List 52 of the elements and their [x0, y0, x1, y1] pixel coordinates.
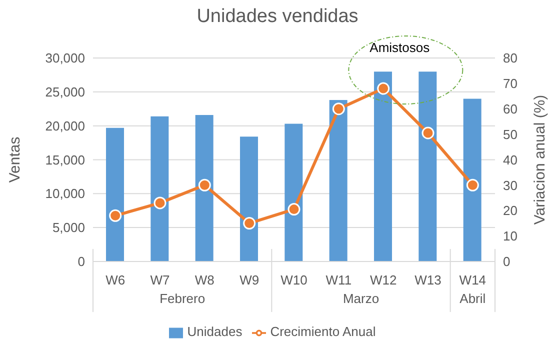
bar: [240, 136, 258, 262]
y-tick-label: 15,000: [45, 152, 85, 168]
point: [466, 178, 479, 192]
y2-tick-label: 20: [503, 203, 518, 218]
y2-axis-title: Variacion anual (%): [531, 94, 548, 225]
y2-tick-label: 40: [503, 152, 518, 168]
text: Abril: [460, 291, 486, 306]
y-tick-label: 20,000: [45, 118, 85, 134]
point: [332, 102, 345, 116]
y-tick-label: 10,000: [45, 186, 85, 202]
bar: [418, 72, 437, 262]
legend-label: Crecimiento Anual: [270, 324, 376, 340]
text: Febrero: [160, 291, 206, 306]
x-tick-label: W13: [414, 272, 442, 288]
y2-tick-label: 80: [503, 50, 518, 66]
x-tick-label: W14: [459, 272, 486, 288]
bar: [284, 124, 303, 262]
point: [243, 217, 256, 230]
bar: [463, 98, 482, 262]
x-tick-label: W8: [194, 272, 214, 288]
y2-tick-label: 60: [503, 101, 518, 116]
text: Marzo: [342, 291, 380, 306]
bar: [150, 116, 169, 262]
x-tick-label: W6: [106, 272, 126, 288]
x-tick-label: W12: [370, 272, 397, 288]
y-tick-label: 5,000: [52, 220, 85, 236]
y2-tick-label: 30: [503, 178, 518, 193]
text: Amistosos: [370, 40, 430, 55]
y-tick-label: 25,000: [45, 84, 85, 100]
chart-title: Unidades vendidas: [196, 6, 360, 28]
point: [288, 203, 300, 216]
point: [154, 196, 166, 210]
y2-tick-label: 10: [503, 228, 518, 244]
y-tick-label: 30,000: [45, 50, 85, 66]
y2-tick-label: 0: [503, 254, 510, 270]
y-tick-label: 0: [78, 254, 85, 270]
point: [198, 178, 211, 192]
x-tick-label: W11: [326, 272, 352, 288]
bar: [106, 128, 124, 262]
y-axis-title: Ventas: [6, 136, 24, 183]
legend-label: Unidades: [187, 324, 242, 340]
x-tick-label: W9: [240, 272, 260, 288]
bar: [374, 72, 392, 262]
bar: [329, 100, 348, 262]
x-tick-label: W10: [280, 272, 308, 288]
y2-tick-label: 70: [503, 76, 518, 92]
point: [109, 209, 122, 222]
point: [422, 126, 434, 140]
y2-tick-label: 50: [503, 126, 518, 142]
bar: [195, 114, 214, 262]
point: [377, 82, 390, 95]
x-tick-label: W7: [150, 272, 170, 288]
